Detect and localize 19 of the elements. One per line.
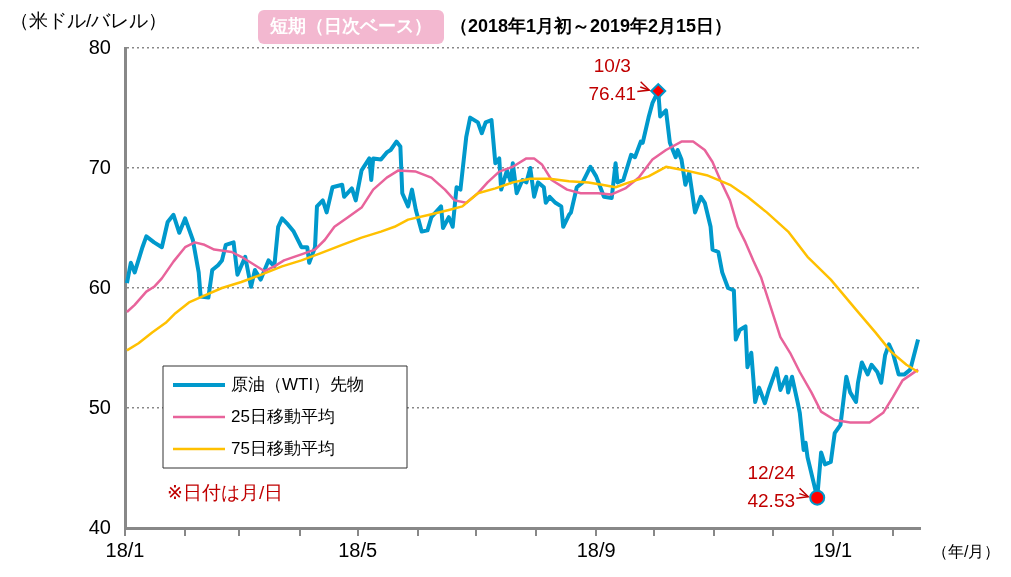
y-tick-label: 60 bbox=[88, 275, 111, 298]
chart-title: 短期（日次ベース） bbox=[269, 15, 432, 36]
x-tick-label: 18/1 bbox=[105, 538, 145, 561]
annotation: 10/3 76.41 bbox=[588, 55, 637, 105]
x-tick-label: 18/9 bbox=[576, 538, 616, 561]
x-axis-title: （年/月） bbox=[932, 543, 1001, 561]
y-tick-label: 80 bbox=[88, 35, 111, 58]
annotation: 12/24 42.53 bbox=[747, 461, 796, 511]
legend-label: 原油（WTI）先物 bbox=[231, 374, 365, 394]
chart-subtitle: （2018年1月初～2019年2月15日） bbox=[450, 15, 733, 36]
x-tick-label: 18/5 bbox=[338, 538, 378, 561]
annotation: ※日付は月/日 bbox=[167, 482, 284, 504]
x-tick-label: 19/1 bbox=[813, 538, 853, 561]
y-axis-title: （米ドル/バレル） bbox=[10, 10, 168, 32]
y-tick-label: 70 bbox=[88, 155, 111, 178]
legend-label: 75日移動平均 bbox=[231, 438, 335, 458]
y-tick-label: 40 bbox=[88, 515, 111, 538]
legend-label: 25日移動平均 bbox=[231, 406, 335, 426]
y-tick-label: 50 bbox=[88, 395, 111, 418]
